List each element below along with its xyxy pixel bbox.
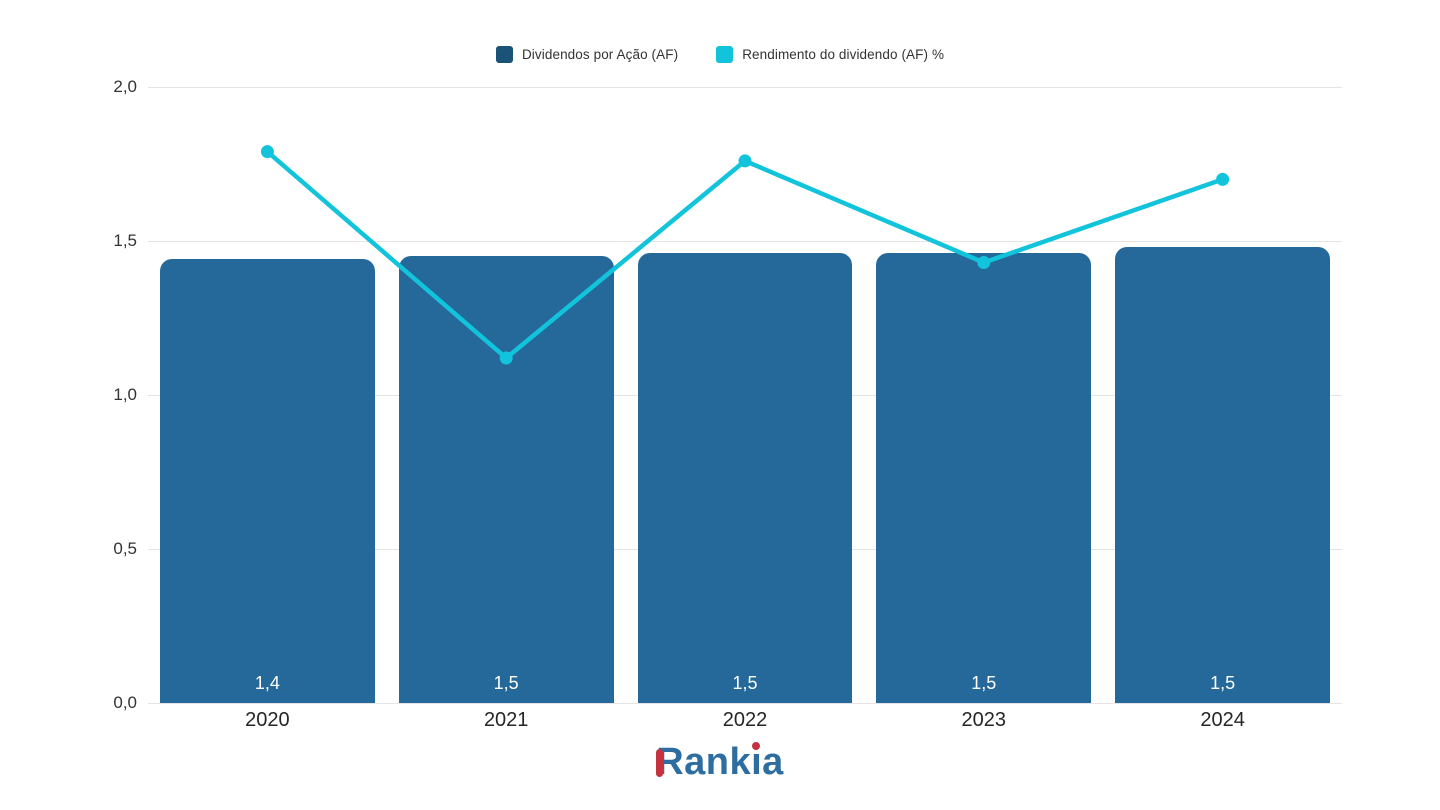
yield-point-2020[interactable] xyxy=(260,145,274,159)
x-axis-label: 2020 xyxy=(245,709,290,731)
y-axis-tick-label: 2,0 xyxy=(113,77,137,96)
y-axis-tick-label: 0,5 xyxy=(113,539,137,558)
legend-item-yield[interactable]: Rendimento do dividendo (AF) % xyxy=(716,46,944,63)
rankia-logo: Rankı a xyxy=(0,740,1440,784)
bar-2021[interactable]: 1,5 xyxy=(398,256,614,703)
yield-point-2024[interactable] xyxy=(1216,172,1230,186)
logo-text: Rankı a xyxy=(656,741,784,783)
bar-value-label: 1,5 xyxy=(732,672,758,693)
legend-item-label: Dividendos por Ação (AF) xyxy=(521,47,679,62)
legend: Dividendos por Ação (AF) Rendimento do d… xyxy=(0,46,1440,63)
x-axis-label: 2022 xyxy=(722,709,768,731)
x-axis-label: 2023 xyxy=(961,709,1007,731)
legend-item-label: Rendimento do dividendo (AF) % xyxy=(742,47,945,62)
x-axis-label: 2021 xyxy=(483,709,529,731)
x-axis-label: 2024 xyxy=(1200,709,1245,731)
legend-line-swatch-icon xyxy=(716,46,734,63)
bar-value-label: 1,5 xyxy=(1210,672,1236,693)
bar-value-label: 1,5 xyxy=(493,672,519,693)
bar-value-label: 1,5 xyxy=(971,672,997,693)
y-axis-tick-label: 1,0 xyxy=(113,385,137,404)
y-axis-tick-label: 0,0 xyxy=(113,693,137,712)
bar-2024[interactable]: 1,5 xyxy=(1115,247,1330,703)
gridline xyxy=(148,86,1342,88)
yield-point-2022[interactable] xyxy=(738,154,752,168)
bar-value-label: 1,4 xyxy=(254,672,280,693)
y-axis-tick-label: 1,5 xyxy=(113,231,137,250)
legend-bar-swatch-icon xyxy=(495,46,513,63)
logo-i-dot-icon xyxy=(752,742,761,750)
gridline xyxy=(148,240,1342,242)
logo-red-bar-icon xyxy=(656,749,664,777)
rankia-logo-wordmark: Rankı a xyxy=(656,740,784,784)
bar-2022[interactable]: 1,5 xyxy=(637,253,853,703)
legend-item-dividends[interactable]: Dividendos por Ação (AF) xyxy=(495,46,679,63)
bar-2023[interactable]: 1,5 xyxy=(876,253,1092,703)
gridline xyxy=(148,702,1342,704)
bar-2020[interactable]: 1,4 xyxy=(160,259,375,703)
